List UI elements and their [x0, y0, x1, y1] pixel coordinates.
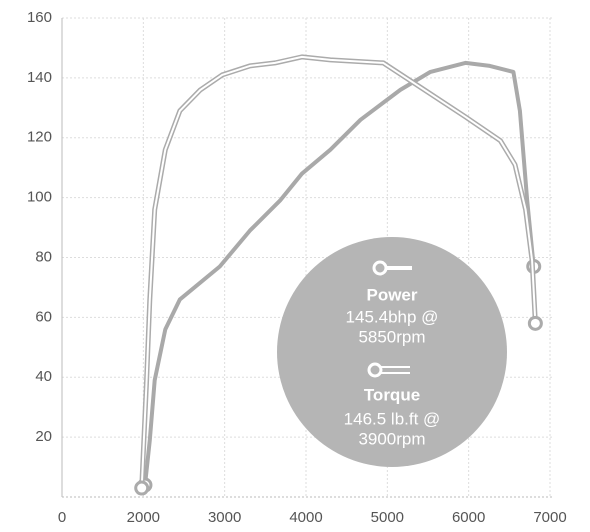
torque-key-icon	[367, 362, 410, 378]
annotation-text: 3900rpm	[358, 429, 425, 448]
y-tick-label: 120	[27, 129, 52, 146]
x-tick-label: 3000	[208, 509, 241, 526]
x-tick-label: 6000	[452, 509, 485, 526]
y-tick-label: 60	[35, 308, 52, 325]
series-line	[143, 60, 536, 487]
annotation-title: Torque	[364, 385, 420, 404]
series-line-inner	[140, 55, 537, 489]
y-tick-label: 80	[35, 248, 52, 265]
x-tick-label: 5000	[371, 509, 404, 526]
x-tick-label: 4000	[289, 509, 322, 526]
y-tick-label: 100	[27, 189, 52, 206]
x-origin-label: 0	[58, 509, 66, 526]
annotation-title: Power	[366, 285, 417, 304]
annotation-text: 5850rpm	[358, 327, 425, 346]
x-tick-label: 7000	[533, 509, 566, 526]
curves	[134, 54, 543, 496]
end-marker	[134, 480, 150, 496]
y-tick-label: 40	[35, 368, 52, 385]
power-key-icon	[372, 260, 412, 276]
end-marker	[527, 315, 543, 331]
axes: 0 20 40 60 80 100 120 140 160 2000 3000 4000 5000 60…	[27, 9, 567, 526]
y-tick-label: 20	[35, 428, 52, 445]
peak-annotation: Power 145.4bhp @ 5850rpm Torque 146.5 lb…	[277, 237, 507, 467]
y-tick-label: 140	[27, 69, 52, 86]
y-tick-label: 160	[27, 9, 52, 26]
annotation-text: 145.4bhp @	[346, 307, 439, 326]
x-tick-label: 2000	[127, 509, 160, 526]
annotation-disc	[277, 237, 507, 467]
annotation-text: 146.5 lb.ft @	[344, 409, 441, 428]
